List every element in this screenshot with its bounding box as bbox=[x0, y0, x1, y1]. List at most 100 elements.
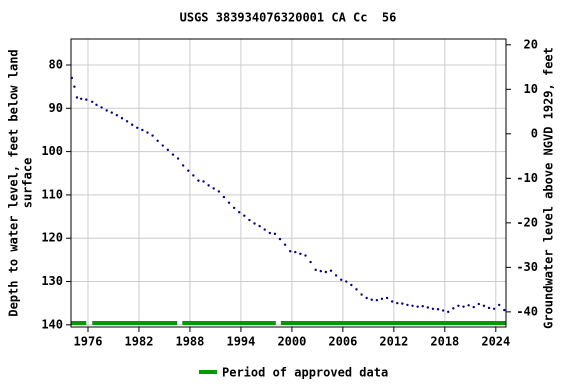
data-point bbox=[288, 250, 292, 253]
data-point bbox=[477, 302, 481, 306]
data-point bbox=[110, 111, 113, 114]
data-point bbox=[268, 231, 272, 235]
data-point bbox=[329, 269, 333, 272]
y-tick-label: 130 bbox=[41, 274, 63, 288]
data-point bbox=[482, 304, 486, 307]
plot-frame bbox=[70, 38, 507, 328]
data-point bbox=[115, 114, 119, 117]
y2-tick-label: -40 bbox=[516, 304, 538, 318]
data-point bbox=[232, 206, 236, 210]
data-point bbox=[365, 296, 368, 300]
y-tick-label: 80 bbox=[49, 57, 63, 71]
data-point bbox=[334, 274, 338, 277]
data-point bbox=[426, 306, 430, 309]
data-point bbox=[487, 306, 491, 310]
data-point bbox=[441, 309, 445, 312]
data-point bbox=[421, 305, 424, 308]
data-point bbox=[166, 148, 170, 152]
y2-tick-label: 10 bbox=[524, 82, 538, 96]
y-tick-label: 120 bbox=[41, 231, 63, 245]
data-point bbox=[151, 134, 154, 137]
data-point bbox=[396, 301, 399, 305]
data-point bbox=[120, 117, 124, 120]
y2-tick-label: 20 bbox=[524, 37, 538, 51]
data-point bbox=[181, 164, 185, 167]
y2-tick-label: -30 bbox=[516, 260, 538, 274]
x-tick-label: 2006 bbox=[328, 335, 357, 349]
x-tick-label: 1988 bbox=[175, 335, 204, 349]
data-point bbox=[416, 305, 419, 308]
data-point bbox=[360, 293, 363, 296]
data-point bbox=[136, 126, 139, 129]
y2-tick-label: 0 bbox=[531, 126, 538, 140]
x-tick-label: 2000 bbox=[277, 335, 306, 349]
data-point bbox=[161, 144, 164, 147]
data-point bbox=[207, 184, 210, 187]
data-point bbox=[222, 195, 226, 199]
data-point bbox=[447, 310, 450, 314]
legend-label: Period of approved data bbox=[222, 366, 388, 380]
data-point bbox=[238, 211, 241, 214]
data-point bbox=[75, 96, 79, 99]
data-point bbox=[401, 302, 404, 305]
data-point bbox=[436, 308, 440, 311]
data-point bbox=[70, 76, 74, 80]
data-point bbox=[176, 157, 180, 160]
data-point bbox=[370, 298, 373, 301]
data-point bbox=[319, 269, 322, 273]
data-point bbox=[278, 237, 282, 241]
approved-period bbox=[182, 321, 276, 325]
data-point bbox=[355, 288, 358, 291]
data-point bbox=[248, 218, 251, 222]
data-point bbox=[243, 214, 246, 217]
y-tick-label: 110 bbox=[41, 187, 63, 201]
data-point bbox=[105, 109, 108, 112]
data-point bbox=[492, 307, 496, 311]
y2-tick-label: -10 bbox=[516, 171, 538, 185]
data-point bbox=[91, 100, 94, 103]
data-point bbox=[253, 222, 256, 225]
data-point bbox=[258, 224, 261, 228]
data-point bbox=[79, 97, 83, 100]
data-point bbox=[283, 243, 287, 246]
y-axis-label: surface bbox=[21, 158, 35, 209]
chart-title: USGS 383934076320001 CA Cc 56 bbox=[180, 11, 397, 25]
data-point bbox=[462, 305, 465, 308]
data-point bbox=[146, 131, 149, 134]
data-point bbox=[294, 250, 297, 254]
data-point bbox=[472, 305, 475, 309]
data-point bbox=[273, 232, 277, 236]
data-point bbox=[350, 283, 353, 287]
data-point bbox=[375, 298, 379, 302]
data-point bbox=[202, 180, 205, 183]
data-point bbox=[95, 103, 98, 107]
data-point bbox=[380, 297, 384, 301]
data-point bbox=[309, 260, 312, 264]
data-point bbox=[503, 308, 506, 312]
data-point bbox=[431, 307, 435, 311]
x-tick-label: 1994 bbox=[226, 335, 255, 349]
y2-axis-label: Groundwater level above NGVD 1929, feet bbox=[542, 47, 556, 329]
x-tick-label: 2018 bbox=[430, 335, 459, 349]
data-point bbox=[457, 304, 460, 307]
approved-period bbox=[92, 321, 178, 325]
plot-area bbox=[71, 39, 506, 327]
y-tick-label: 90 bbox=[49, 101, 63, 115]
data-point bbox=[314, 268, 317, 272]
data-point bbox=[498, 303, 501, 307]
y-tick-label: 140 bbox=[41, 317, 63, 331]
data-point bbox=[85, 98, 88, 101]
data-point bbox=[385, 296, 389, 300]
y-tick-label: 100 bbox=[41, 144, 63, 158]
data-point bbox=[263, 228, 266, 231]
data-point bbox=[73, 85, 76, 88]
data-point bbox=[212, 187, 215, 190]
data-point bbox=[345, 280, 348, 283]
data-point bbox=[299, 252, 302, 256]
data-point bbox=[197, 179, 200, 182]
data-point bbox=[227, 201, 231, 204]
y-axis-label: Depth to water level, feet below land bbox=[7, 49, 21, 316]
data-point bbox=[452, 307, 455, 310]
approved-period bbox=[71, 321, 87, 325]
